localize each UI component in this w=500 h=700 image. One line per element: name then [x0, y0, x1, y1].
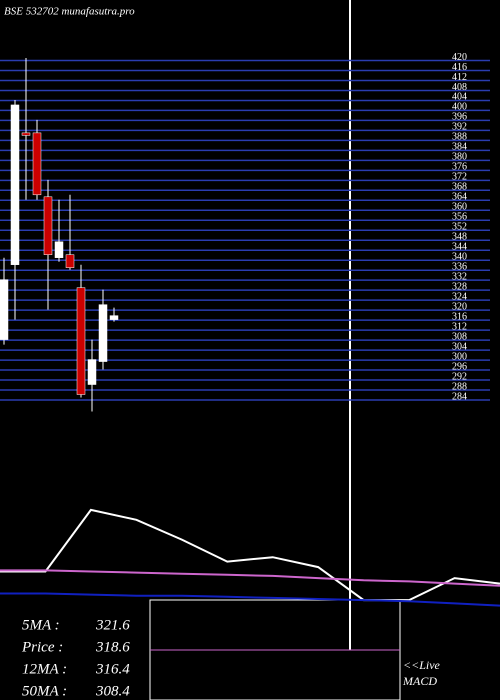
candle-body — [98, 304, 108, 362]
y-tick-label: 304 — [452, 341, 467, 352]
candle-body — [0, 279, 9, 340]
y-tick-label: 336 — [452, 261, 467, 272]
candle-body — [32, 132, 42, 196]
candle-body — [109, 315, 119, 320]
y-tick-label: 288 — [452, 381, 467, 392]
y-tick-label: 340 — [452, 252, 467, 263]
y-tick-label: 392 — [452, 122, 467, 133]
y-tick-label: 384 — [452, 142, 467, 153]
candle-body — [87, 359, 97, 385]
y-tick-label: 360 — [452, 202, 467, 213]
y-tick-label: 284 — [452, 391, 467, 402]
info-label: 5MA : — [22, 617, 60, 633]
info-label: 12MA : — [22, 661, 67, 677]
y-tick-label: 324 — [452, 291, 467, 302]
y-tick-label: 320 — [452, 301, 467, 312]
y-tick-label: 412 — [452, 72, 467, 83]
macd-line — [0, 569, 500, 587]
y-tick-label: 308 — [452, 331, 467, 342]
y-tick-label: 364 — [452, 192, 467, 203]
y-tick-label: 380 — [452, 152, 467, 163]
y-tick-label: 372 — [452, 172, 467, 183]
candle-body — [43, 196, 53, 255]
candle-body — [76, 287, 86, 395]
y-tick-label: 296 — [452, 361, 467, 372]
chart-title: BSE 532702 munafasutra.pro — [4, 6, 135, 18]
macd-label: MACD — [402, 674, 437, 688]
y-tick-label: 300 — [452, 351, 467, 362]
live-label: <<Live — [403, 658, 441, 672]
y-tick-label: 292 — [452, 371, 467, 382]
y-tick-label: 348 — [452, 232, 467, 243]
candle-body — [54, 241, 64, 258]
y-tick-label: 328 — [452, 281, 467, 292]
y-tick-label: 388 — [452, 132, 467, 143]
info-label: 50MA : — [22, 683, 67, 699]
y-tick-label: 420 — [452, 52, 467, 63]
info-value: 308.4 — [95, 683, 130, 699]
info-value: 318.6 — [95, 639, 130, 655]
info-value: 321.6 — [95, 617, 130, 633]
y-tick-label: 316 — [452, 311, 467, 322]
y-tick-label: 404 — [452, 92, 467, 103]
info-label: Price : — [21, 639, 63, 655]
y-tick-label: 396 — [452, 112, 467, 123]
info-panel: 5MA : 321.6 Price : 318.6 12MA : 316.4 50MA : 3… — [21, 617, 130, 699]
y-tick-label: 376 — [452, 162, 467, 173]
macd-line — [0, 508, 500, 602]
info-value: 316.4 — [95, 661, 130, 677]
y-tick-label: 356 — [452, 212, 467, 223]
candle-body — [65, 254, 75, 268]
y-tick-label: 352 — [452, 222, 467, 233]
y-tick-label: 400 — [452, 102, 467, 113]
y-tick-label: 416 — [452, 62, 467, 73]
macd-line — [0, 592, 500, 607]
y-tick-label: 408 — [452, 82, 467, 93]
y-tick-label: 332 — [452, 271, 467, 282]
candle-body — [21, 132, 31, 136]
y-tick-label: 368 — [452, 182, 467, 193]
y-tick-label: 344 — [452, 242, 467, 253]
y-tick-label: 312 — [452, 321, 467, 332]
candle-body — [10, 104, 20, 265]
